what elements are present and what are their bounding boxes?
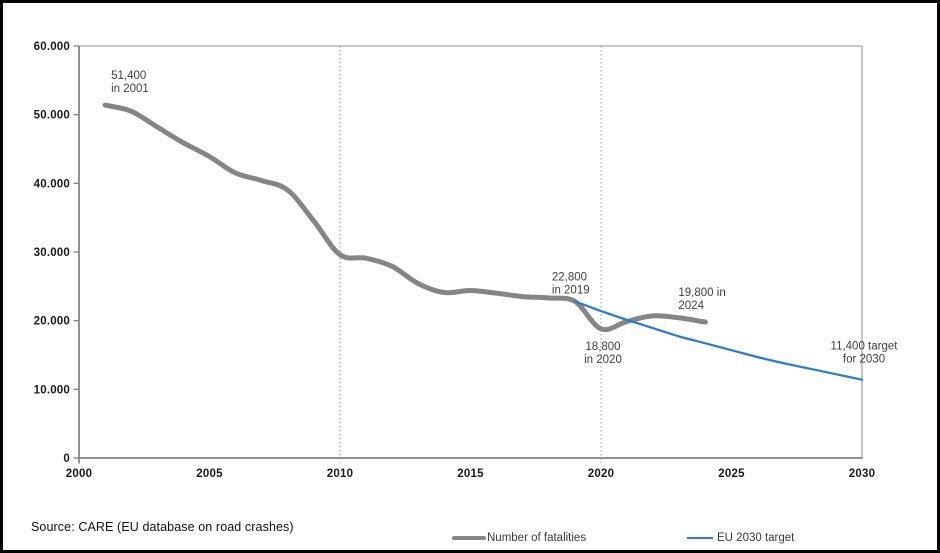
fatalities-line — [102, 102, 708, 333]
annotation-2019: 22,800 in 2019 — [552, 271, 590, 296]
x-tick-label: 2000 — [66, 468, 92, 480]
legend-label-target: EU 2030 target — [717, 532, 795, 544]
x-tick-label: 2010 — [327, 468, 353, 480]
x-tick-label: 2030 — [849, 468, 875, 480]
annotation-2001: 51,400 in 2001 — [111, 70, 149, 95]
target-line — [573, 300, 864, 381]
y-tick-label: 20.000 — [34, 316, 70, 328]
y-tick-label: 50.000 — [34, 110, 70, 122]
legend-label-fatalities: Number of fatalities — [487, 532, 587, 544]
source-caption: Source: CARE (EU database on road crashe… — [31, 520, 294, 534]
x-tick-label: 2015 — [457, 468, 484, 480]
annotation-2024: 19,800 in 2024 — [678, 287, 725, 312]
legend-item-target: EU 2030 target — [687, 530, 794, 546]
x-tick-label: 2005 — [196, 468, 223, 480]
fatalities-line-swatch-icon — [452, 535, 486, 541]
y-tick-label: 10.000 — [34, 384, 70, 396]
annotation-2020: 18,800 in 2020 — [584, 341, 622, 366]
y-tick-label: 60.000 — [34, 41, 70, 53]
y-tick-label: 0 — [63, 453, 70, 465]
target-line-swatch-icon — [687, 536, 713, 540]
annotation-2030: 11,400 target for 2030 — [831, 341, 899, 366]
legend-item-fatalities: Number of fatalities — [452, 530, 586, 546]
x-tick-label: 2025 — [718, 468, 745, 480]
x-tick-label: 2020 — [588, 468, 614, 480]
y-tick-label: 40.000 — [34, 178, 70, 190]
y-tick-label: 30.000 — [34, 247, 70, 259]
